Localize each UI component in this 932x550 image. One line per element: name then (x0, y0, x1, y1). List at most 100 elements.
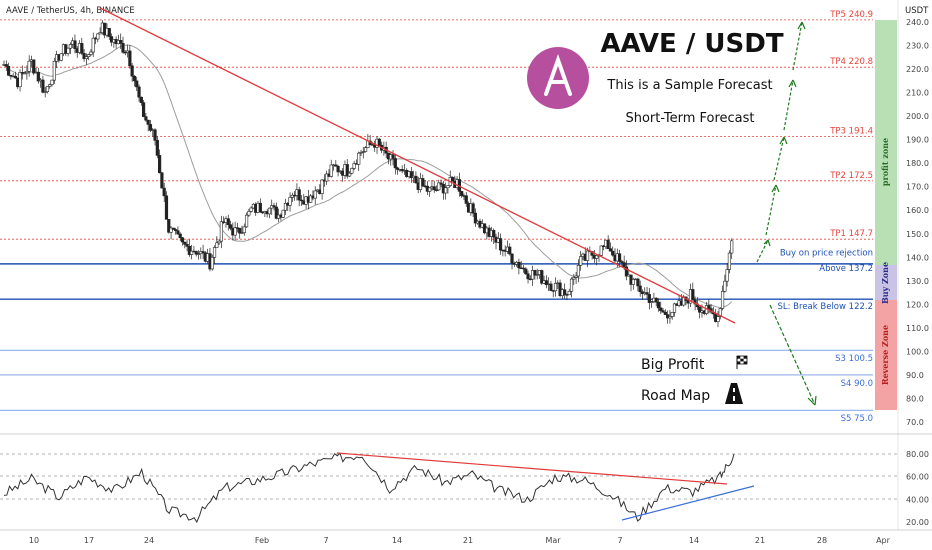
candle-body (654, 297, 658, 303)
candle-body (210, 257, 214, 270)
candle-body (517, 261, 521, 269)
candle-body (43, 91, 47, 93)
candle-body (242, 226, 246, 233)
candle-body (544, 280, 548, 286)
subtitle-sample: This is a Sample Forecast (606, 78, 772, 93)
price-tick-label: 130.0 (906, 277, 929, 286)
candle-body (247, 211, 251, 216)
level-label: S5 75.0 (841, 414, 873, 424)
candle-body (238, 227, 242, 234)
candle-body (540, 270, 544, 284)
candle-body (297, 189, 301, 201)
candle-body (624, 266, 629, 277)
symbol-label[interactable]: AAVE / TetherUS, 4h, BINANCE (6, 6, 135, 16)
rsi-resistance-line (336, 452, 728, 485)
candle-body (96, 33, 100, 40)
candle-body (148, 124, 153, 131)
candle-body (377, 138, 381, 146)
candle-body (233, 227, 237, 236)
price-tick-label: 80.0 (906, 394, 924, 403)
candle-body (725, 269, 729, 282)
candle-body (723, 280, 727, 292)
reverse-zone-label: Reverse Zone (880, 325, 890, 385)
candle-body (636, 278, 640, 287)
downtrend-line (99, 7, 736, 324)
candle-body (668, 316, 672, 319)
candle-body (6, 65, 11, 76)
time-tick-label: 17 (84, 536, 94, 545)
candle-body (240, 232, 244, 234)
candle-body (89, 51, 93, 55)
time-tick-label: 7 (617, 536, 622, 545)
time-tick-label: 14 (392, 536, 402, 545)
candle-body (144, 116, 148, 121)
price-tick-label: 120.0 (906, 300, 929, 309)
candle-body (158, 155, 162, 174)
time-axis[interactable]: 10 17 24 Feb 7 14 21 Mar 7 14 21 28 Apr (29, 536, 891, 545)
price-tick-label: 160.0 (906, 206, 929, 215)
buy-zone (875, 265, 897, 300)
level-label: TP3 191.4 (829, 126, 873, 136)
candle-body (363, 147, 368, 152)
candle-body (599, 245, 603, 256)
candle-body (68, 44, 72, 49)
time-tick-label: 21 (755, 536, 765, 545)
price-tick-label: 210.0 (906, 89, 929, 98)
time-tick-label: 28 (817, 536, 827, 545)
candle-body (50, 79, 54, 85)
candle-body (309, 195, 313, 203)
price-tick-label: 200.0 (906, 112, 929, 121)
candle-body (352, 163, 356, 169)
candle-body (521, 267, 526, 270)
currency-label[interactable]: USDT (905, 6, 929, 16)
buy-zone-label: Buy Zone (880, 262, 890, 304)
candle-body (217, 240, 221, 244)
candle-body (320, 179, 324, 194)
candle-body (361, 151, 365, 153)
price-tick-label: 70.0 (906, 418, 924, 427)
price-tick-label: 110.0 (906, 324, 929, 333)
level-label: TP2 172.5 (829, 171, 873, 181)
candle-body (730, 240, 734, 254)
candle-body (659, 307, 663, 311)
candle-body (357, 152, 361, 165)
candle-body (650, 301, 654, 303)
candle-body (460, 191, 464, 196)
rsi-tick-label: 60.00 (906, 473, 929, 482)
rsi-axis[interactable]: 20.00 40.00 60.00 80.00 (906, 450, 929, 527)
level-label: TP4 220.8 (829, 57, 873, 67)
checkered-flag-icon (736, 355, 748, 369)
candle-body (52, 60, 56, 81)
candle-body (174, 229, 178, 231)
price-tick-label: 180.0 (906, 159, 929, 168)
time-tick-label: Apr (876, 536, 891, 545)
candle-body (91, 37, 95, 53)
candle-body (569, 278, 574, 292)
aave-logo-glyph (544, 53, 572, 96)
candle-body (656, 301, 661, 309)
candle-body (414, 175, 418, 184)
candle-body (471, 203, 475, 214)
candle-body (334, 164, 338, 167)
candle-body (670, 312, 674, 317)
candle-body (647, 294, 651, 303)
rsi-support-line (621, 485, 755, 521)
time-tick-label: 21 (463, 536, 473, 545)
ma-line (3, 44, 733, 309)
candle-body (606, 239, 610, 249)
rsi-tick-label: 80.00 (906, 450, 929, 459)
candle-body (180, 237, 185, 243)
candle-body (187, 246, 191, 255)
price-axis[interactable]: 70.0 80.0 90.0 100.0 110.0 120.0 130.0 140.0 150… (906, 18, 929, 427)
price-tick-label: 100.0 (906, 347, 929, 356)
candle-body (691, 289, 695, 301)
candle-body (585, 250, 590, 261)
candle-body (508, 246, 512, 255)
price-tick-label: 170.0 (906, 183, 929, 192)
price-levels: TP5 240.9 TP4 220.8 TP3 191.4 TP2 172.5 TP1 … (0, 10, 873, 424)
time-tick-label: 14 (689, 536, 699, 545)
candle-body (553, 283, 558, 292)
candle-body (661, 310, 665, 313)
candle-body (638, 285, 642, 293)
road-icon (725, 383, 743, 404)
